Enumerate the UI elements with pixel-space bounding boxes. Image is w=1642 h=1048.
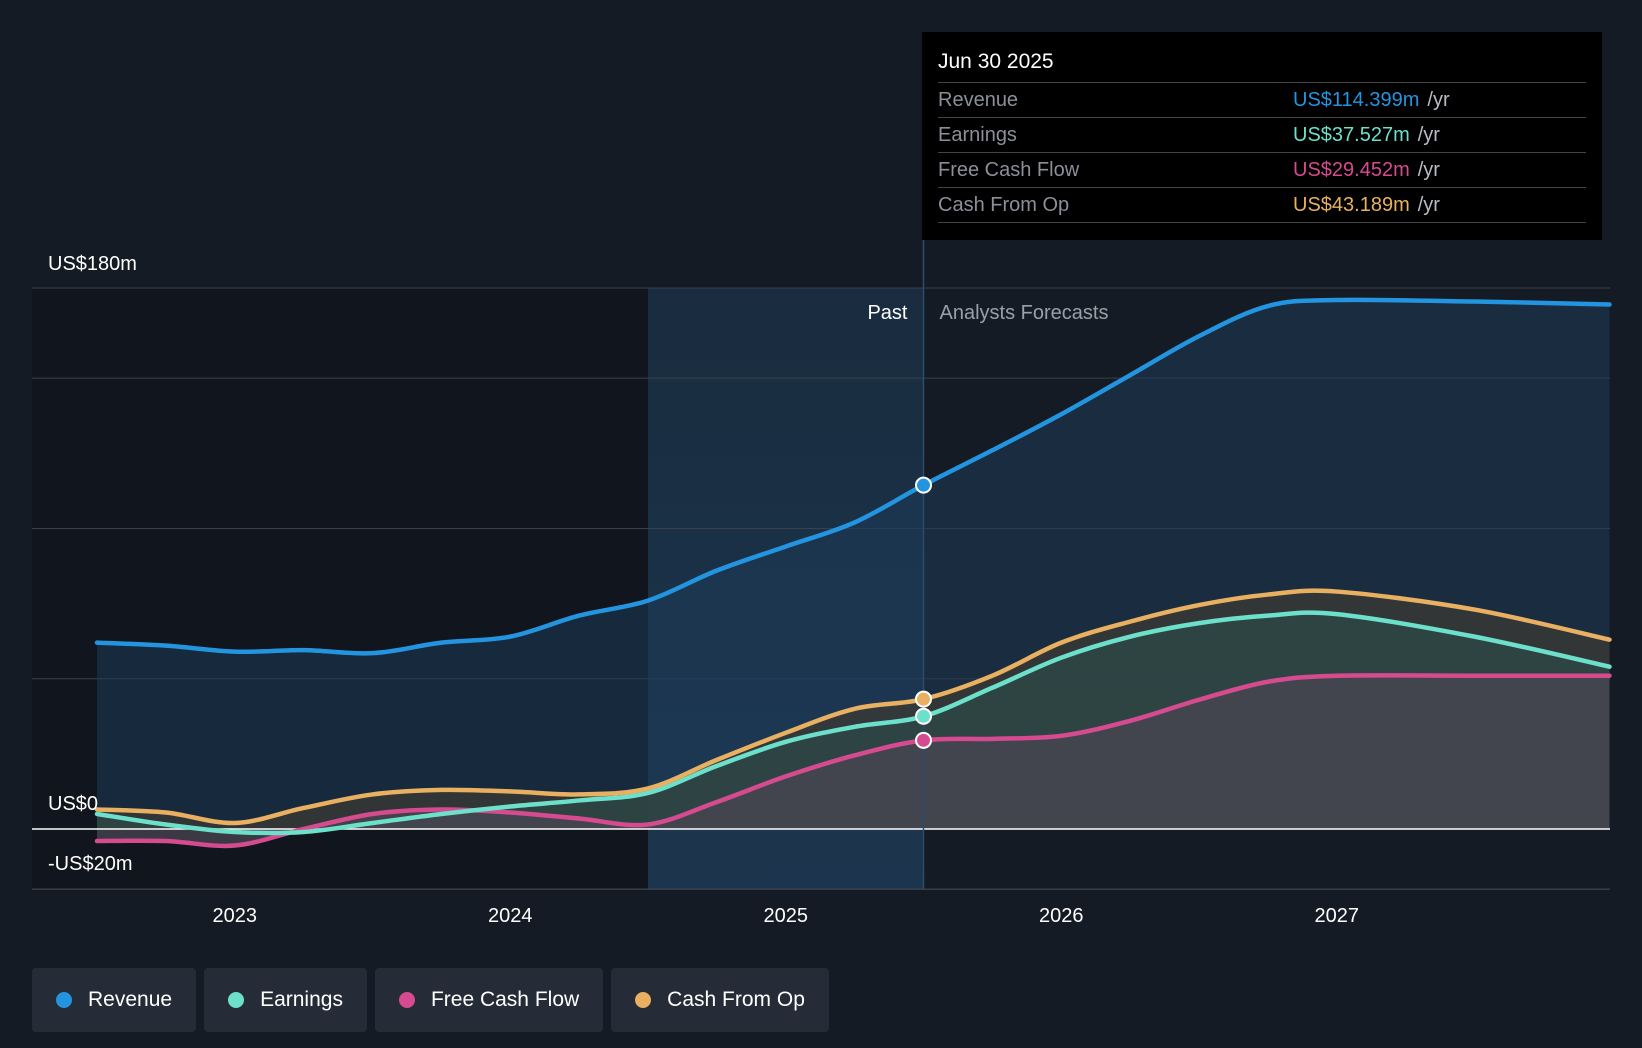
legend-item-free-cash-flow[interactable]: Free Cash Flow [374, 968, 604, 1032]
cash-from-op-marker [915, 690, 932, 708]
tooltip-row-unit: /yr [1427, 89, 1450, 111]
revenue-line [94, 297, 1612, 656]
tooltip-row-value: US$114.399m [1293, 89, 1420, 111]
y-axis-top-label: US$180m [48, 253, 137, 275]
tooltip-row-name: Free Cash Flow [938, 159, 1080, 181]
tooltip-row-value: US$29.452m [1293, 159, 1410, 181]
analysts-forecasts-label: Analysts Forecasts [940, 302, 1109, 324]
tooltip-panel: Jun 30 2025 Revenue US$114.399m /yr Earn… [922, 32, 1602, 240]
tooltip-row-name: Earnings [938, 124, 1017, 146]
legend-label: Cash From Op [667, 988, 805, 1011]
x-tick-label: 2024 [488, 905, 533, 927]
free-cash-flow-line [94, 673, 1612, 849]
legend-label: Revenue [88, 988, 173, 1011]
tooltip-row-cash-from-op: Cash From Op US$43.189m /yr [938, 188, 1586, 223]
earnings-dot-icon [228, 992, 245, 1008]
cash-from-op-line [94, 588, 1612, 826]
revenue-marker [915, 476, 932, 494]
past-label: Past [867, 302, 907, 324]
legend-label: Free Cash Flow [430, 988, 580, 1011]
legend-item-earnings[interactable]: Earnings [204, 968, 367, 1032]
tooltip-row-unit: /yr [1417, 194, 1440, 216]
cash-from-op-dot-icon [635, 992, 652, 1008]
legend-label: Earnings [260, 988, 343, 1011]
tooltip-row-revenue: Revenue US$114.399m /yr [938, 83, 1586, 118]
tooltip-row-value: US$43.189m [1293, 194, 1410, 216]
chart-legend: Revenue Earnings Free Cash Flow Cash Fro… [32, 968, 829, 1032]
tooltip-row-name: Cash From Op [938, 194, 1070, 216]
free-cash-flow-dot-icon [398, 992, 415, 1008]
legend-item-cash-from-op[interactable]: Cash From Op [611, 968, 829, 1032]
tooltip-row-earnings: Earnings US$37.527m /yr [938, 118, 1586, 153]
tooltip-row-value: US$37.527m [1293, 124, 1410, 146]
revenue-dot-icon [56, 992, 72, 1008]
y-axis-bottom-label: -US$20m [48, 853, 133, 875]
free-cash-flow-marker [915, 731, 932, 749]
x-tick-label: 2027 [1315, 905, 1360, 927]
tooltip-row-unit: /yr [1417, 124, 1440, 146]
y-axis-zero-label: US$0 [48, 793, 99, 815]
x-tick-label: 2023 [213, 905, 258, 927]
x-tick-label: 2025 [764, 905, 809, 927]
tooltip-row-free-cash-flow: Free Cash Flow US$29.452m /yr [938, 153, 1586, 188]
earnings-line [94, 610, 1612, 836]
x-tick-label: 2026 [1039, 905, 1084, 927]
chart-canvas: Past Analysts Forecasts 2023 2024 2025 2026 20… [32, 240, 1612, 927]
tooltip-date: Jun 30 2025 [938, 46, 1586, 83]
tooltip-row-name: Revenue [938, 89, 1019, 111]
earnings-marker [915, 707, 932, 725]
tooltip-row-unit: /yr [1417, 159, 1440, 181]
legend-item-revenue[interactable]: Revenue [32, 968, 197, 1032]
free-cash-flow-area [97, 675, 1610, 846]
